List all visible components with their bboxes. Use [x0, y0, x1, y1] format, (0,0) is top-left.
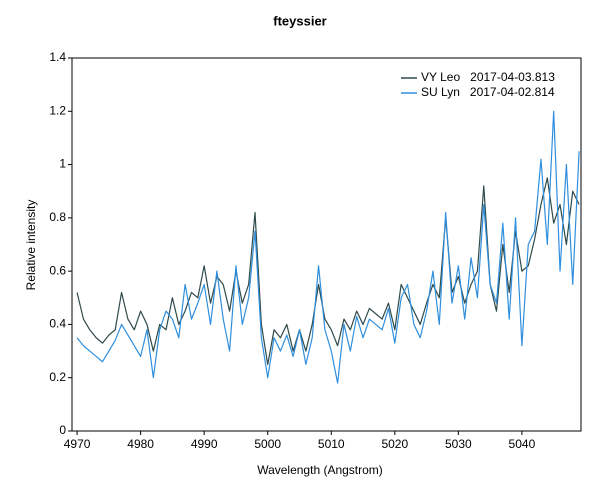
- x-axis-label: Wavelength (Angstrom): [257, 463, 383, 477]
- legend-label: SU Lyn 2017-04-02.814: [421, 85, 555, 99]
- series-line: [76, 110, 580, 384]
- y-tick-label: 1.2: [49, 103, 66, 117]
- y-tick-label: 0.4: [49, 317, 66, 331]
- y-tick-label: 1: [59, 157, 66, 171]
- y-tick-label: 0.6: [49, 263, 66, 277]
- x-tick-label: 4990: [191, 437, 218, 451]
- x-tick-label: 5010: [318, 437, 345, 451]
- x-tick-label: 5040: [509, 437, 536, 451]
- y-tick-label: 1.4: [49, 50, 66, 64]
- y-tick-label: 0.8: [49, 210, 66, 224]
- x-tick-label: 5030: [445, 437, 472, 451]
- plot-frame: [71, 57, 582, 432]
- y-tick-label: 0.2: [49, 370, 66, 384]
- x-tick-label: 4980: [127, 437, 154, 451]
- x-tick-label: 4970: [64, 437, 91, 451]
- y-tick-label: 0: [59, 423, 66, 437]
- legend-label: VY Leo 2017-04-03.813: [421, 70, 555, 84]
- plot-lines: [76, 110, 580, 384]
- y-axis-label: Relative intensity: [24, 200, 38, 291]
- x-tick-label: 5000: [254, 437, 281, 451]
- x-tick-label: 5020: [381, 437, 408, 451]
- chart-title: fteyssier: [273, 13, 326, 28]
